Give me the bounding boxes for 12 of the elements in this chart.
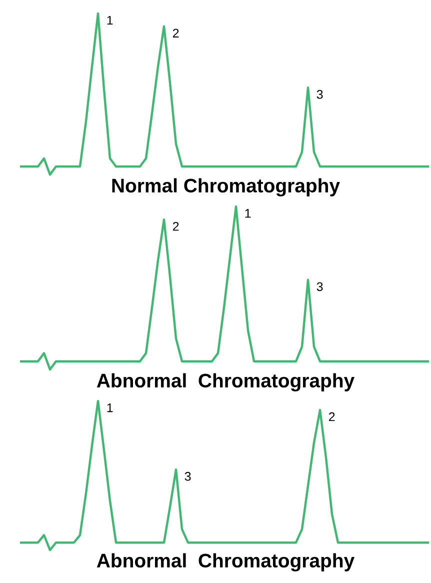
x-axis-title: Abnormal Chromatography xyxy=(96,553,354,572)
x-axis-title: Abnormal Chromatography xyxy=(96,373,354,392)
annotation: 1 xyxy=(245,209,251,218)
annotation: 2 xyxy=(172,222,179,231)
annotation: 3 xyxy=(184,472,191,481)
annotation: 3 xyxy=(316,90,323,99)
x-axis-title: Normal Chromatography xyxy=(112,178,340,196)
annotation: 1 xyxy=(107,403,113,412)
annotation: 2 xyxy=(328,412,335,422)
annotation: 2 xyxy=(172,28,179,38)
annotation: 3 xyxy=(316,282,323,292)
annotation: 1 xyxy=(107,16,113,25)
